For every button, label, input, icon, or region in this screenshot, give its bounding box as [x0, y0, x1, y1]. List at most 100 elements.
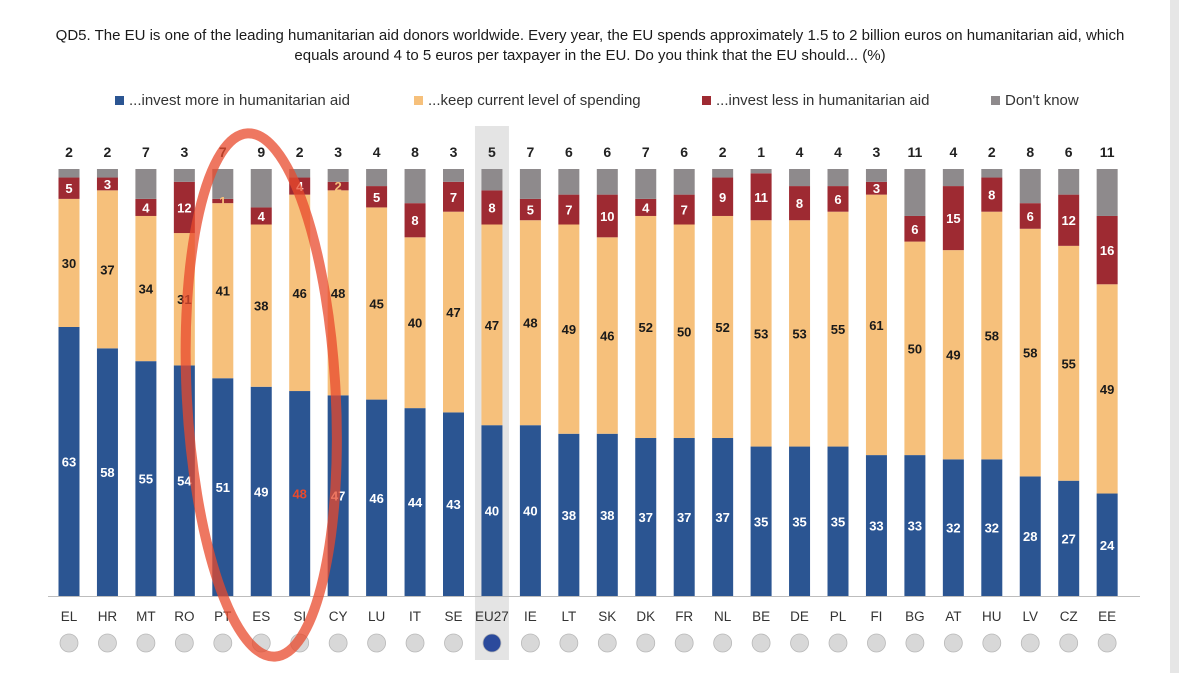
flag-icon-EL — [59, 633, 79, 653]
legend-swatch-more — [115, 96, 124, 105]
bar-DK-dk — [635, 169, 657, 199]
bar-LU-keep — [366, 207, 388, 400]
data-label-DK-more: 37 — [639, 510, 653, 525]
data-label-IE-keep: 48 — [523, 316, 537, 331]
data-label-SK-less: 10 — [600, 209, 614, 224]
legend-label-less: ...invest less in humanitarian aid — [716, 92, 930, 109]
data-label-CZ-dk: 6 — [1065, 144, 1073, 160]
bar-FR-keep — [673, 224, 695, 439]
bar-AT-less — [942, 186, 964, 251]
bar-DK-keep — [635, 215, 657, 439]
data-label-FI-more: 33 — [869, 519, 883, 534]
bar-HR-keep — [96, 190, 118, 349]
data-label-DK-less: 4 — [642, 200, 650, 215]
bar-DE-keep — [789, 220, 811, 447]
flag-icon-EU27 — [482, 633, 502, 653]
bar-IE-dk — [519, 169, 541, 199]
data-label-FI-dk: 3 — [873, 144, 881, 160]
category-label-AT: AT — [945, 609, 961, 624]
data-label-IE-dk: 7 — [527, 144, 535, 160]
data-label-AT-more: 32 — [946, 521, 960, 536]
data-label-DE-less: 8 — [796, 196, 803, 211]
bar-CY-dk — [327, 169, 349, 182]
data-label-CZ-keep: 55 — [1061, 356, 1075, 371]
data-label-BG-keep: 50 — [908, 341, 922, 356]
category-label-IE: IE — [524, 609, 537, 624]
flag-icon-BE — [751, 633, 771, 653]
data-label-EL-more: 63 — [62, 454, 76, 469]
bar-EL-less — [58, 177, 80, 199]
data-label-CZ-more: 27 — [1061, 531, 1075, 546]
legend-label-more: ...invest more in humanitarian aid — [129, 92, 350, 109]
bar-EE-dk — [1096, 169, 1118, 216]
bar-BE-more — [750, 446, 772, 596]
data-label-HR-more: 58 — [100, 465, 114, 480]
bar-EE-keep — [1096, 284, 1118, 494]
category-label-RO: RO — [174, 609, 194, 624]
bar-IE-keep — [519, 220, 541, 426]
data-label-HU-more: 32 — [985, 521, 999, 536]
bar-BG-keep — [904, 241, 926, 456]
bar-ES-dk — [250, 169, 272, 208]
bar-HU-less — [981, 177, 1003, 212]
bar-CZ-keep — [1058, 245, 1080, 481]
flag-icon-LT — [559, 633, 579, 653]
data-label-LT-keep: 49 — [562, 322, 576, 337]
flag-icon-IE — [521, 633, 540, 653]
category-label-LV: LV — [1022, 609, 1038, 624]
data-label-LV-keep: 58 — [1023, 346, 1037, 361]
data-label-FR-less: 7 — [681, 203, 688, 218]
data-label-NL-keep: 52 — [715, 320, 729, 335]
bar-IT-more — [404, 408, 426, 596]
category-label-SK: SK — [598, 609, 616, 624]
category-label-EE: EE — [1098, 609, 1116, 624]
bar-AT-keep — [942, 250, 964, 460]
bar-FR-dk — [673, 169, 695, 195]
data-label-RO-more: 54 — [177, 474, 192, 489]
bar-CZ-less — [1058, 194, 1080, 246]
bar-LV-more — [1019, 476, 1041, 596]
data-label-SE-keep: 47 — [446, 305, 460, 320]
data-label-PL-keep: 55 — [831, 322, 845, 337]
flag-icon-DK — [636, 633, 656, 653]
flag-icon-HR — [98, 633, 117, 653]
bar-SK-more — [596, 433, 618, 596]
bar-NL-more — [712, 438, 734, 596]
bar-IE-more — [519, 425, 541, 596]
legend-swatch-dk — [991, 96, 1000, 105]
bar-CY-less — [327, 181, 349, 191]
bar-DE-dk — [789, 169, 811, 187]
data-label-EL-dk: 2 — [65, 144, 73, 160]
bar-FI-dk — [865, 169, 887, 182]
flag-icon-FI — [867, 633, 886, 653]
category-label-ES: ES — [252, 609, 270, 624]
data-label-PT-keep: 41 — [216, 284, 230, 299]
bar-EL-keep — [58, 198, 80, 327]
bar-LT-less — [558, 194, 580, 225]
data-label-SK-keep: 46 — [600, 329, 614, 344]
bar-ES-more — [250, 386, 272, 596]
data-label-IE-less: 5 — [527, 203, 534, 218]
category-label-MT: MT — [136, 609, 156, 624]
data-label-NL-dk: 2 — [719, 144, 727, 160]
bar-LV-keep — [1019, 228, 1041, 477]
bar-HU-dk — [981, 169, 1003, 178]
chart-title: QD5. The EU is one of the leading humani… — [55, 27, 1125, 64]
flag-icon-CZ — [1059, 633, 1079, 653]
flag-icon-CY — [328, 633, 348, 653]
data-label-SI-keep: 46 — [292, 286, 306, 301]
bar-HR-more — [96, 348, 118, 596]
flag-icon-LV — [1020, 633, 1040, 653]
bar-EL-more — [58, 326, 80, 596]
bar-AT-more — [942, 459, 964, 596]
data-label-ES-keep: 38 — [254, 299, 268, 314]
bar-SE-dk — [443, 169, 464, 182]
data-label-HU-dk: 2 — [988, 144, 996, 160]
flag-icon-EE — [1097, 633, 1117, 653]
bar-BG-more — [904, 455, 926, 596]
bar-PT-less — [212, 198, 234, 204]
data-label-HR-dk: 2 — [104, 144, 112, 160]
data-label-EU27-keep: 47 — [485, 318, 499, 333]
category-label-SE: SE — [444, 609, 462, 624]
data-label-BE-dk: 1 — [757, 144, 765, 160]
